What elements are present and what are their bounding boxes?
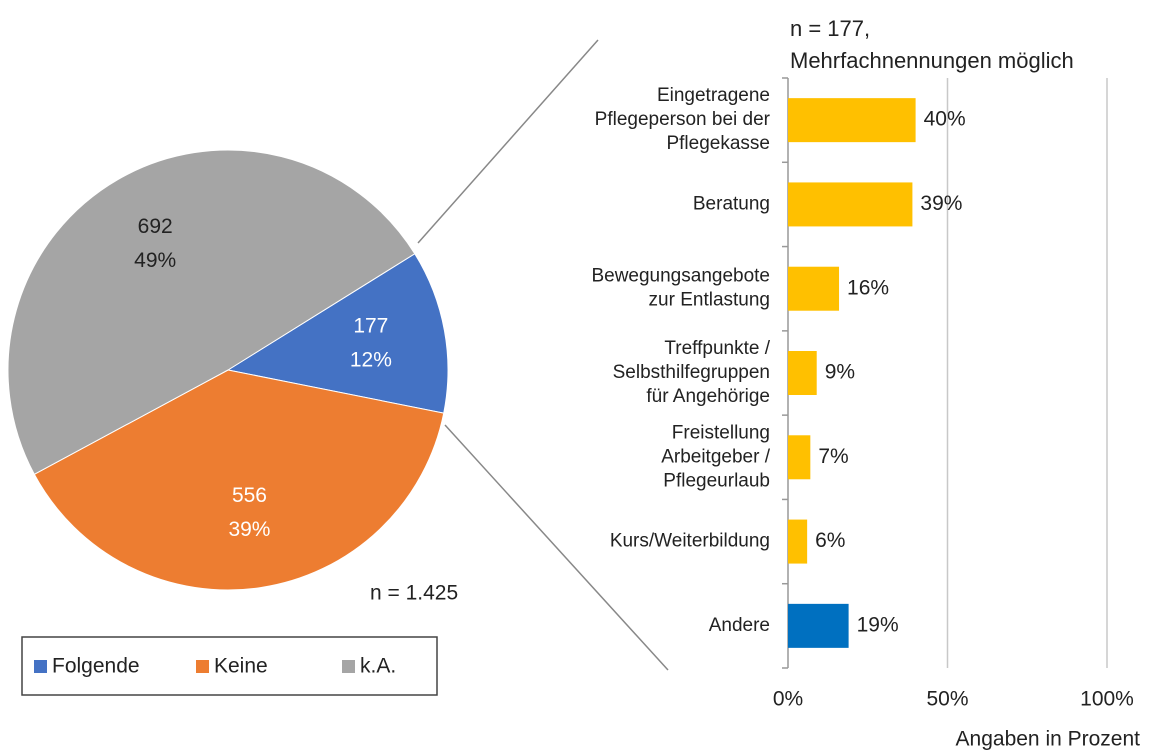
annotation: n = 1.425 — [370, 582, 458, 605]
value-label: 9% — [825, 361, 855, 384]
y-tick-label: Kurs/Weiterbildung — [610, 531, 770, 552]
value-label: 7% — [818, 445, 848, 468]
value-label: 12% — [350, 349, 392, 372]
legend-swatch — [342, 660, 355, 673]
connector-line — [417, 39, 599, 244]
legend-label: k.A. — [360, 655, 396, 678]
legend-box — [21, 636, 438, 696]
x-axis-label: Angaben in Prozent — [956, 728, 1141, 751]
y-tick-label: Eingetragene Pflegeperson bei der Pflegeka… — [595, 85, 771, 154]
y-tick-label: Treffpunkte / Selbsthilfegruppen für Angeh… — [613, 338, 771, 407]
value-label: 16% — [847, 276, 889, 299]
value-label: 49% — [134, 249, 176, 272]
pie-slice — [33, 369, 445, 591]
bar — [788, 98, 916, 143]
legend-swatch — [196, 660, 209, 673]
x-tick-label: 0% — [773, 688, 803, 711]
y-tick-label: Bewegungsangebote zur Entlastung — [591, 266, 770, 311]
y-tick-label: Freistellung Arbeitgeber / Pflegeurlaub — [661, 422, 771, 491]
legend-label: Folgende — [52, 655, 140, 678]
pie-slice — [226, 253, 449, 414]
value-label: 39% — [920, 192, 962, 215]
x-tick-label: 50% — [926, 688, 968, 711]
connector-line — [444, 424, 669, 671]
pie-slice — [7, 149, 416, 475]
bar — [788, 519, 808, 564]
legend-label: Keine — [214, 655, 268, 678]
value-label: 6% — [815, 529, 845, 552]
value-label: 40% — [924, 108, 966, 131]
bar — [788, 182, 913, 227]
count-label: 556 — [232, 484, 267, 507]
bar — [788, 266, 840, 311]
count-label: 177 — [353, 315, 388, 338]
value-label: 19% — [857, 613, 899, 636]
chart-title: n = 177, Mehrfachnennungen möglich — [790, 16, 1074, 73]
count-label: 692 — [138, 215, 173, 238]
x-tick-label: 100% — [1080, 688, 1134, 711]
bar — [788, 603, 849, 648]
y-tick-label: Andere — [709, 615, 770, 636]
y-tick-label: Beratung — [693, 193, 770, 214]
value-label: 39% — [228, 518, 270, 541]
bar — [788, 435, 811, 480]
legend-swatch — [34, 660, 47, 673]
bar — [788, 351, 817, 395]
